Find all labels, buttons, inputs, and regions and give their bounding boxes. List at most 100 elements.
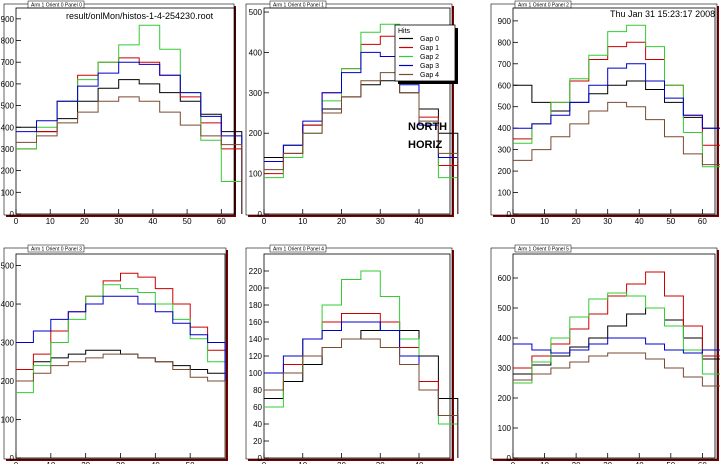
y-tick-label: 900 bbox=[498, 17, 512, 26]
panel-frame bbox=[490, 3, 718, 216]
x-tick-label: 40 bbox=[635, 217, 644, 226]
series-gap-3 bbox=[16, 295, 226, 458]
y-tick-label: 200 bbox=[249, 129, 263, 138]
plot-area bbox=[263, 7, 451, 215]
panel-title-box: Arm 1 Orient 0 Panel 2 bbox=[514, 0, 572, 9]
annotation-north: NORTH bbox=[408, 121, 447, 133]
series-gap-4 bbox=[16, 353, 226, 458]
y-tick-label: 0 bbox=[10, 210, 15, 219]
timestamp: Thu Jan 31 15:23:17 2008 bbox=[610, 9, 715, 19]
series-gap-4 bbox=[16, 96, 243, 214]
x-tick-label: 20 bbox=[337, 461, 346, 464]
y-tick-label: 20 bbox=[253, 437, 262, 446]
plot-area bbox=[512, 7, 716, 215]
x-tick-label: 60 bbox=[698, 217, 707, 226]
y-tick-label: 160 bbox=[249, 318, 263, 327]
series-gap-2 bbox=[513, 292, 720, 384]
legend-entry: Gap 2 bbox=[420, 54, 439, 61]
root-file-name: result/onlMon/histos-1-4-254230.root bbox=[66, 11, 214, 21]
x-tick-label: 20 bbox=[81, 461, 90, 464]
series-gap-0 bbox=[264, 321, 459, 458]
x-tick-label: 50 bbox=[186, 461, 195, 464]
y-tick-label: 500 bbox=[249, 8, 263, 17]
y-tick-label: 180 bbox=[249, 301, 263, 310]
x-tick-label: 60 bbox=[698, 461, 707, 464]
legend-entry: Gap 3 bbox=[420, 63, 439, 70]
histogram-panel-0: Arm 1 Orient 0 Panel 0 0 10 20 30 40 50 600 100 2… bbox=[1, 0, 243, 226]
x-tick-label: 50 bbox=[666, 217, 675, 226]
y-tick-label: 400 bbox=[498, 124, 512, 133]
x-tick-label: 50 bbox=[183, 217, 192, 226]
series-gap-2 bbox=[16, 284, 226, 458]
panel-title-box: Arm 1 Orient 0 Panel 1 bbox=[269, 0, 327, 9]
panel-title-box: Arm 1 Orient 0 Panel 0 bbox=[27, 0, 85, 9]
y-tick-label: 700 bbox=[498, 60, 512, 69]
series-gap-3 bbox=[513, 337, 720, 354]
x-tick-label: 30 bbox=[376, 461, 385, 464]
histogram-panel-5: Arm 1 Orient 0 Panel 5010203040506001002… bbox=[490, 244, 720, 464]
y-tick-label: 40 bbox=[253, 420, 262, 429]
series-gap-3 bbox=[16, 61, 243, 214]
x-tick-label: 30 bbox=[376, 217, 385, 226]
y-tick-label: 300 bbox=[1, 339, 15, 348]
y-tick-label: 500 bbox=[498, 103, 512, 112]
x-tick-label: 30 bbox=[114, 217, 123, 226]
y-tick-label: 0 bbox=[10, 454, 15, 463]
x-tick-label: 30 bbox=[603, 217, 612, 226]
legend-title: Hits bbox=[398, 28, 411, 35]
series-gap-2 bbox=[513, 24, 720, 168]
y-tick-label: 100 bbox=[498, 189, 512, 198]
series-gap-4 bbox=[264, 72, 459, 214]
y-tick-label: 140 bbox=[249, 335, 263, 344]
y-tick-label: 80 bbox=[253, 386, 262, 395]
histogram-panel-4: Arm 1 Orient 0 Panel 4 0 10 20 30 40 0 20 40 60 80… bbox=[245, 244, 459, 464]
y-tick-label: 400 bbox=[1, 300, 15, 309]
panel-title: Arm 1 Orient 0 Panel 4 bbox=[273, 247, 324, 253]
legend-box: Hits Gap 0 Gap 1 Gap 2 Gap 3 Gap 4 bbox=[394, 24, 458, 84]
legend-entry: Gap 4 bbox=[420, 72, 439, 79]
x-tick-label: 0 bbox=[14, 461, 19, 464]
panel-frame bbox=[3, 247, 227, 460]
x-tick-label: 10 bbox=[540, 461, 549, 464]
y-tick-label: 200 bbox=[1, 377, 15, 386]
x-tick-label: 20 bbox=[572, 217, 581, 226]
y-tick-label: 0 bbox=[258, 454, 263, 463]
y-tick-label: 220 bbox=[249, 267, 263, 276]
y-tick-label: 600 bbox=[1, 80, 15, 89]
y-tick-label: 100 bbox=[249, 369, 263, 378]
x-tick-label: 20 bbox=[80, 217, 89, 226]
x-tick-label: 40 bbox=[635, 461, 644, 464]
panel-frame bbox=[245, 247, 453, 460]
y-tick-label: 400 bbox=[498, 334, 512, 343]
panel-frame bbox=[3, 3, 235, 216]
x-tick-label: 30 bbox=[116, 461, 125, 464]
y-tick-label: 300 bbox=[249, 89, 263, 98]
y-tick-label: 700 bbox=[1, 58, 15, 67]
y-tick-label: 200 bbox=[1, 167, 15, 176]
x-tick-label: 40 bbox=[148, 217, 157, 226]
series-gap-4 bbox=[513, 101, 720, 166]
x-tick-label: 50 bbox=[666, 461, 675, 464]
y-tick-label: 100 bbox=[249, 170, 263, 179]
histogram-panel-3: Arm 1 Orient 0 Panel 3010203040500100200… bbox=[1, 244, 228, 464]
x-tick-label: 0 bbox=[262, 461, 267, 464]
panel-title: Arm 1 Orient 0 Panel 1 bbox=[273, 3, 324, 9]
y-tick-label: 200 bbox=[498, 167, 512, 176]
panel-title-box: Arm 1 Orient 0 Panel 3 bbox=[27, 244, 85, 253]
x-tick-label: 60 bbox=[217, 217, 226, 226]
x-tick-label: 40 bbox=[415, 461, 424, 464]
y-tick-label: 0 bbox=[258, 210, 263, 219]
legend-entry: Gap 1 bbox=[420, 45, 439, 52]
y-tick-label: 100 bbox=[1, 188, 15, 197]
panel-title: Arm 1 Orient 0 Panel 5 bbox=[518, 247, 569, 253]
panel-title: Arm 1 Orient 0 Panel 2 bbox=[518, 3, 569, 9]
x-tick-label: 20 bbox=[572, 461, 581, 464]
x-tick-label: 10 bbox=[540, 217, 549, 226]
y-tick-label: 400 bbox=[249, 48, 263, 57]
y-tick-label: 60 bbox=[253, 403, 262, 412]
x-tick-label: 10 bbox=[46, 217, 55, 226]
y-tick-label: 300 bbox=[498, 146, 512, 155]
y-tick-label: 0 bbox=[507, 210, 512, 219]
